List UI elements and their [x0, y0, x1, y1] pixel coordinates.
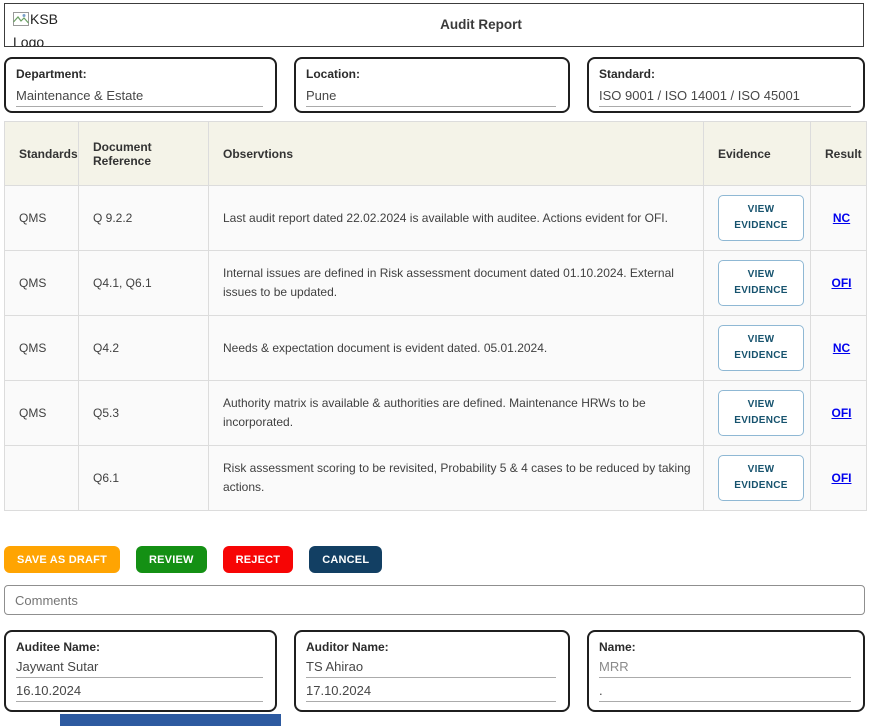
page-title: Audit Report	[99, 17, 863, 32]
column-header: Standards	[5, 122, 79, 186]
field-value-input[interactable]: Pune	[306, 88, 556, 107]
ksb-logo: KSB Logo	[13, 9, 71, 47]
action-buttons-row: SAVE AS DRAFT REVIEW REJECT CANCEL	[4, 546, 382, 573]
evidence-cell: VIEW EVIDENCE	[704, 251, 811, 316]
observations-table: StandardsDocument ReferenceObservtionsEv…	[4, 121, 867, 511]
doc-reference-cell: Q4.2	[79, 316, 209, 381]
signature-box: Name: MRR.	[587, 630, 865, 712]
action-button-reject[interactable]: REJECT	[223, 546, 294, 573]
broken-image-icon	[13, 11, 29, 32]
evidence-cell: VIEW EVIDENCE	[704, 446, 811, 511]
date-input[interactable]: 16.10.2024	[16, 683, 263, 702]
result-link[interactable]: NC	[833, 341, 850, 355]
field-label: Standard:	[599, 67, 851, 81]
observation-cell: Risk assessment scoring to be revisited,…	[209, 446, 704, 511]
table-row: QMSQ4.1, Q6.1Internal issues are defined…	[5, 251, 867, 316]
observation-cell: Last audit report dated 22.02.2024 is av…	[209, 186, 704, 251]
info-field-box: Department: Maintenance & Estate	[4, 57, 277, 113]
result-link[interactable]: OFI	[832, 471, 852, 485]
field-label: Name:	[599, 640, 851, 654]
result-link[interactable]: OFI	[832, 276, 852, 290]
view-evidence-button[interactable]: VIEW EVIDENCE	[718, 325, 804, 371]
evidence-cell: VIEW EVIDENCE	[704, 381, 811, 446]
result-link[interactable]: OFI	[832, 406, 852, 420]
field-value-input[interactable]: ISO 9001 / ISO 14001 / ISO 45001	[599, 88, 851, 107]
observation-cell: Authority matrix is available & authorit…	[209, 381, 704, 446]
comments-input[interactable]	[4, 585, 865, 615]
signature-box: Auditee Name: Jaywant Sutar 16.10.2024	[4, 630, 277, 712]
view-evidence-button[interactable]: VIEW EVIDENCE	[718, 390, 804, 436]
doc-reference-cell: Q5.3	[79, 381, 209, 446]
info-field-box: Location: Pune	[294, 57, 570, 113]
action-button-review[interactable]: REVIEW	[136, 546, 207, 573]
column-header: Observtions	[209, 122, 704, 186]
info-fields-row: Department: Maintenance & Estate Location:…	[4, 57, 865, 113]
standard-cell: QMS	[5, 186, 79, 251]
column-header: Result	[811, 122, 867, 186]
table-header: StandardsDocument ReferenceObservtionsEv…	[5, 122, 867, 186]
column-header: Evidence	[704, 122, 811, 186]
result-cell: OFI	[811, 251, 867, 316]
name-input[interactable]: Jaywant Sutar	[16, 659, 263, 678]
evidence-cell: VIEW EVIDENCE	[704, 316, 811, 381]
view-evidence-button[interactable]: VIEW EVIDENCE	[718, 455, 804, 501]
result-link[interactable]: NC	[833, 211, 850, 225]
column-header: Document Reference	[79, 122, 209, 186]
table-body: QMSQ 9.2.2Last audit report dated 22.02.…	[5, 186, 867, 511]
signature-fields-row: Auditee Name:Jaywant Sutar16.10.2024Audi…	[4, 630, 865, 712]
action-button-cancel[interactable]: CANCEL	[309, 546, 382, 573]
view-evidence-button[interactable]: VIEW EVIDENCE	[718, 195, 804, 241]
clipped-bottom-bar	[60, 714, 281, 726]
standard-cell: QMS	[5, 316, 79, 381]
field-value-input[interactable]: Maintenance & Estate	[16, 88, 263, 107]
standard-cell: QMS	[5, 251, 79, 316]
field-label: Department:	[16, 67, 263, 81]
table-row: Q6.1Risk assessment scoring to be revisi…	[5, 446, 867, 511]
observation-cell: Internal issues are defined in Risk asse…	[209, 251, 704, 316]
standard-cell: QMS	[5, 381, 79, 446]
standard-cell	[5, 446, 79, 511]
name-input[interactable]: TS Ahirao	[306, 659, 556, 678]
field-label: Auditee Name:	[16, 640, 263, 654]
observation-cell: Needs & expectation document is evident …	[209, 316, 704, 381]
report-header: KSB Logo Audit Report	[4, 3, 864, 47]
view-evidence-button[interactable]: VIEW EVIDENCE	[718, 260, 804, 306]
field-label: Auditor Name:	[306, 640, 556, 654]
table-row: QMSQ5.3Authority matrix is available & a…	[5, 381, 867, 446]
evidence-cell: VIEW EVIDENCE	[704, 186, 811, 251]
doc-reference-cell: Q4.1, Q6.1	[79, 251, 209, 316]
result-cell: NC	[811, 186, 867, 251]
info-field-box: Standard: ISO 9001 / ISO 14001 / ISO 4500…	[587, 57, 865, 113]
date-input[interactable]: .	[599, 683, 851, 702]
doc-reference-cell: Q6.1	[79, 446, 209, 511]
name-input[interactable]: MRR	[599, 659, 851, 678]
result-cell: OFI	[811, 381, 867, 446]
table-row: QMSQ4.2Needs & expectation document is e…	[5, 316, 867, 381]
table-header-row: StandardsDocument ReferenceObservtionsEv…	[5, 122, 867, 186]
action-button-save-as-draft[interactable]: SAVE AS DRAFT	[4, 546, 120, 573]
signature-box: Auditor Name: TS Ahirao 17.10.2024	[294, 630, 570, 712]
result-cell: OFI	[811, 446, 867, 511]
table-row: QMSQ 9.2.2Last audit report dated 22.02.…	[5, 186, 867, 251]
date-input[interactable]: 17.10.2024	[306, 683, 556, 702]
doc-reference-cell: Q 9.2.2	[79, 186, 209, 251]
field-label: Location:	[306, 67, 556, 81]
result-cell: NC	[811, 316, 867, 381]
